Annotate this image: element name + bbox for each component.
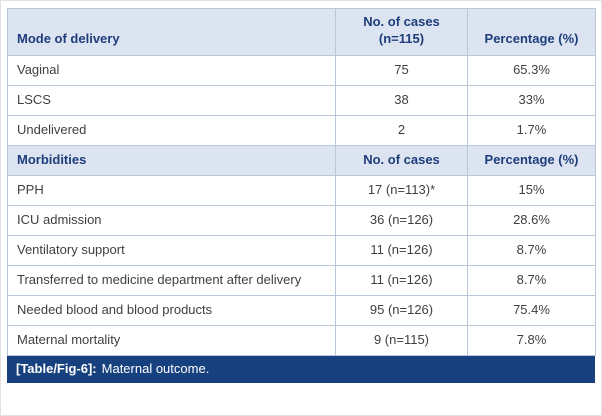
percentage-cell: 65.3% xyxy=(467,55,596,86)
percentage-cell: 15% xyxy=(467,175,596,206)
row-label-cell: Needed blood and blood products xyxy=(7,295,336,326)
no-of-cases-header: No. of cases xyxy=(335,145,468,176)
row-label-cell: Vaginal xyxy=(7,55,336,86)
percentage-cell: 8.7% xyxy=(467,265,596,296)
caption-text: Maternal outcome. xyxy=(101,361,210,376)
cases-cell: 9 (n=115) xyxy=(335,325,468,356)
row-label-cell: Undelivered xyxy=(7,115,336,146)
table-row-maternal-mortality: Maternal mortality 9 (n=115) 7.8% xyxy=(7,325,596,356)
row-label-cell: Ventilatory support xyxy=(7,235,336,266)
percentage-cell: 8.7% xyxy=(467,235,596,266)
cases-cell: 11 (n=126) xyxy=(335,235,468,266)
percentage-cell: 75.4% xyxy=(467,295,596,326)
morbidities-header: Morbidities xyxy=(7,145,336,176)
cases-cell: 2 xyxy=(335,115,468,146)
caption-label: [Table/Fig-6]: xyxy=(16,361,97,376)
row-label-cell: PPH xyxy=(7,175,336,206)
percentage-cell: 7.8% xyxy=(467,325,596,356)
table-row-lscs: LSCS 38 33% xyxy=(7,85,596,116)
table-row-icu-admission: ICU admission 36 (n=126) 28.6% xyxy=(7,205,596,236)
table-row-ventilatory-support: Ventilatory support 11 (n=126) 8.7% xyxy=(7,235,596,266)
table-caption: [Table/Fig-6]: Maternal outcome. xyxy=(7,356,595,383)
table-row-pph: PPH 17 (n=113)* 15% xyxy=(7,175,596,206)
percentage-cell: 1.7% xyxy=(467,115,596,146)
row-label-cell: Transferred to medicine department after… xyxy=(7,265,336,296)
percentage-cell: 33% xyxy=(467,85,596,116)
mode-of-delivery-header: Mode of delivery xyxy=(7,8,336,56)
percentage-header: Percentage (%) xyxy=(467,8,596,56)
row-label-cell: LSCS xyxy=(7,85,336,116)
table-figure: Mode of delivery No. of cases (n=115) Pe… xyxy=(7,8,596,383)
cases-cell: 38 xyxy=(335,85,468,116)
delivery-header-row: Mode of delivery No. of cases (n=115) Pe… xyxy=(7,8,596,56)
cases-cell: 17 (n=113)* xyxy=(335,175,468,206)
table-row-vaginal: Vaginal 75 65.3% xyxy=(7,55,596,86)
row-label-cell: Maternal mortality xyxy=(7,325,336,356)
no-of-cases-header: No. of cases (n=115) xyxy=(335,8,468,56)
cases-cell: 11 (n=126) xyxy=(335,265,468,296)
cases-cell: 36 (n=126) xyxy=(335,205,468,236)
percentage-header: Percentage (%) xyxy=(467,145,596,176)
table-row-needed-blood: Needed blood and blood products 95 (n=12… xyxy=(7,295,596,326)
table-row-transferred-to-medicine: Transferred to medicine department after… xyxy=(7,265,596,296)
cases-cell: 75 xyxy=(335,55,468,86)
morbidities-header-row: Morbidities No. of cases Percentage (%) xyxy=(7,145,596,176)
row-label-cell: ICU admission xyxy=(7,205,336,236)
table-row-undelivered: Undelivered 2 1.7% xyxy=(7,115,596,146)
cases-cell: 95 (n=126) xyxy=(335,295,468,326)
maternal-outcome-table: Mode of delivery No. of cases (n=115) Pe… xyxy=(7,8,596,356)
percentage-cell: 28.6% xyxy=(467,205,596,236)
